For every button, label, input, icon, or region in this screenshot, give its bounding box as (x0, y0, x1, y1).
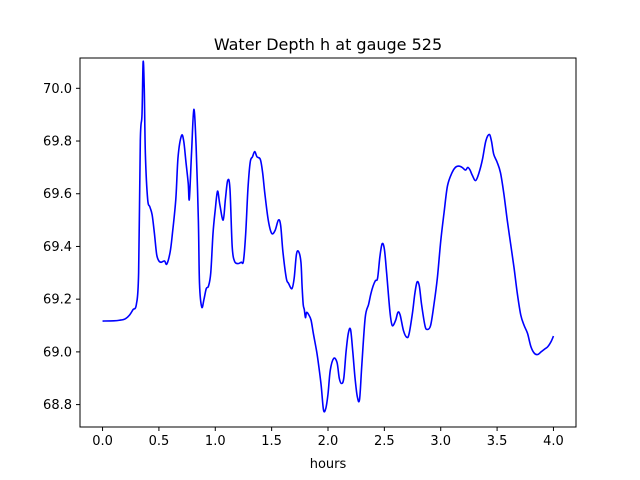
x-tick-label: 3.0 (430, 434, 451, 449)
y-axis: 68.8 69.0 69.2 69.4 69.6 69.8 70.0 (43, 82, 80, 413)
y-tick-label: 69.0 (43, 345, 72, 360)
x-axis-label: hours (310, 457, 347, 472)
x-tick-label: 3.5 (487, 434, 508, 449)
x-axis: 0.0 0.5 1.0 1.5 2.0 2.5 3.0 3.5 4.0 (92, 427, 564, 449)
x-tick-label: 2.5 (374, 434, 395, 449)
y-tick-label: 69.8 (43, 135, 72, 150)
x-tick-label: 0.5 (149, 434, 170, 449)
x-tick-label: 4.0 (543, 434, 564, 449)
x-tick-label: 0.0 (92, 434, 113, 449)
y-tick-label: 70.0 (43, 82, 72, 97)
chart-title: Water Depth h at gauge 525 (214, 35, 442, 54)
y-tick-label: 69.2 (43, 293, 72, 308)
y-tick-label: 68.8 (43, 398, 72, 413)
x-tick-label: 1.0 (205, 434, 226, 449)
x-tick-label: 1.5 (261, 434, 282, 449)
y-tick-label: 69.6 (43, 187, 72, 202)
y-tick-label: 69.4 (43, 240, 72, 255)
x-tick-label: 2.0 (318, 434, 339, 449)
water-depth-line (102, 60, 555, 413)
plot-frame (79, 57, 577, 428)
